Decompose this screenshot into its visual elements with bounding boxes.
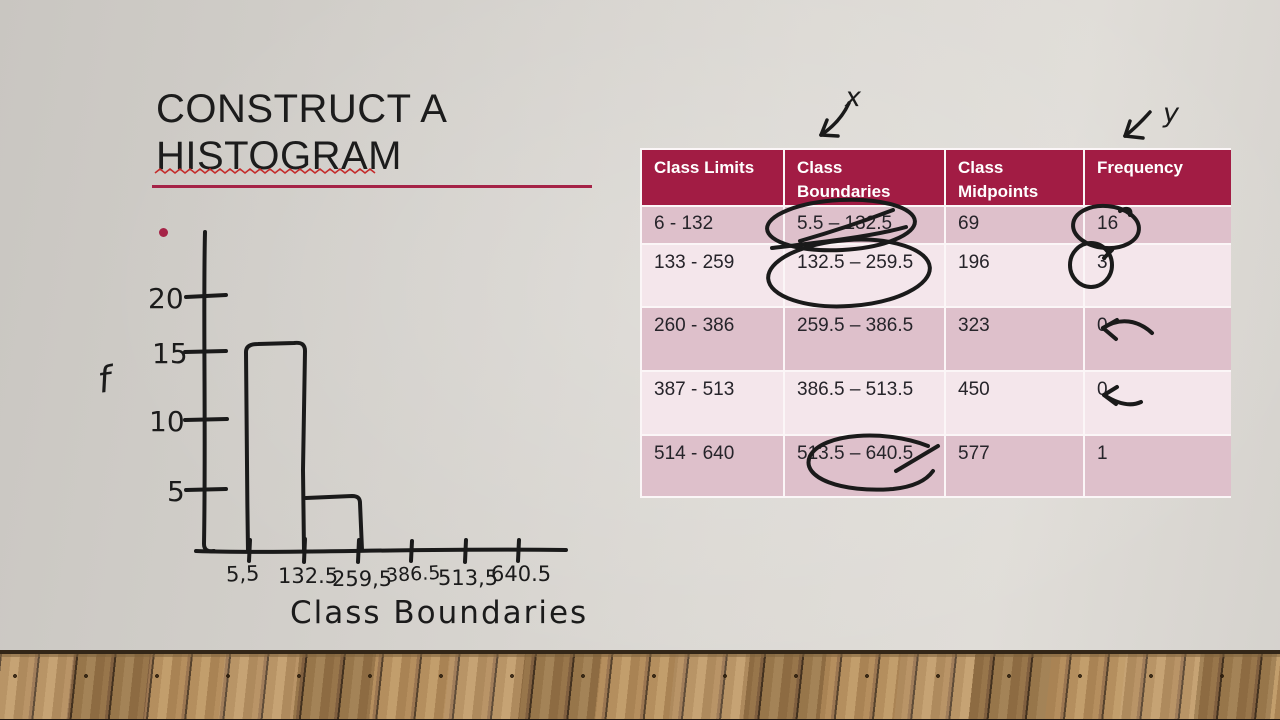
column-header-frequency: Frequency xyxy=(1085,150,1231,205)
x-tick-label-6: 640.5 xyxy=(491,562,551,586)
table-cell: 260 - 386 xyxy=(642,308,783,370)
x-tick-6 xyxy=(516,538,521,563)
ink-slash-row5 xyxy=(894,444,940,473)
handwritten-x-mark: x xyxy=(844,82,862,113)
table-cell: 6 - 132 xyxy=(642,207,783,243)
circle-annotation-frequency-3 xyxy=(1068,241,1114,289)
x-tick-label-1: 5,5 xyxy=(226,561,260,586)
table-cell: 196 xyxy=(946,245,1083,306)
y-tick-label-5: 5 xyxy=(167,475,185,508)
x-tick-label-4: 386.5 xyxy=(385,562,440,587)
arrowhead-y-b xyxy=(1123,119,1132,138)
x-tick-3 xyxy=(356,538,361,564)
column-header-class-limits: Class Limits xyxy=(642,150,783,205)
bar-frequency-16 xyxy=(244,340,307,553)
table-cell: 132.5 – 259.5 xyxy=(785,245,944,306)
title-line-1: CONSTRUCT A xyxy=(156,87,448,131)
bar-frequency-3 xyxy=(304,494,364,552)
column-header-class-boundaries: Class Boundaries xyxy=(785,150,944,205)
arrowhead-x-b xyxy=(819,118,829,137)
y-tick-20 xyxy=(184,293,228,299)
table-cell: 513.5 – 640.5 xyxy=(785,436,944,496)
histogram-axes xyxy=(183,230,568,564)
handwritten-y-mark: y xyxy=(1162,98,1180,129)
open-circle-annotation-boundaries-row5 xyxy=(806,433,935,492)
arrowhead-row3-a xyxy=(1101,318,1119,330)
y-tick-label-15: 15 xyxy=(152,337,188,370)
arrowhead-y-a xyxy=(1123,134,1145,140)
circle-annotation-boundaries-row1 xyxy=(765,197,917,253)
ink-caret-3 xyxy=(1102,248,1114,260)
x-axis-label: Class Boundaries xyxy=(290,595,588,631)
y-tick-5 xyxy=(184,487,228,492)
table-cell: 577 xyxy=(946,436,1083,496)
y-tick-label-20: 20 xyxy=(148,282,184,315)
table-cell: 69 xyxy=(946,207,1083,243)
x-tick-label-3: 259,5 xyxy=(332,567,392,591)
x-tick-5 xyxy=(463,538,468,564)
table-cell: 16 xyxy=(1085,207,1231,243)
x-tick-4 xyxy=(409,539,414,563)
table-cell: 450 xyxy=(946,372,1083,434)
y-tick-15 xyxy=(183,349,228,354)
arrowhead-row4-a xyxy=(1102,385,1119,397)
table-cell: 323 xyxy=(946,308,1083,370)
table-cell: 0 xyxy=(1085,372,1231,434)
y-tick-label-10: 10 xyxy=(149,405,185,438)
arrowhead-row3-b xyxy=(1101,326,1118,341)
column-header-class-midpoints: Class Midpoints xyxy=(946,150,1083,205)
ink-tail-16 xyxy=(1118,206,1133,217)
arrowhead-row4-b xyxy=(1102,393,1118,406)
circle-annotation-boundaries-row2 xyxy=(766,237,932,309)
bullet-point xyxy=(159,228,168,237)
histogram-labels: f 20 15 10 5 5,5 132.5 259,5 386.5 513,5… xyxy=(95,282,588,631)
table-cell: 514 - 640 xyxy=(642,436,783,496)
spellcheck-squiggle xyxy=(154,167,376,175)
x-tick-label-5: 513,5 xyxy=(438,566,498,590)
table-cell: 386.5 – 513.5 xyxy=(785,372,944,434)
histogram-bars xyxy=(244,340,364,553)
arrow-x-to-boundaries-column xyxy=(819,101,851,137)
x-tick-label-2: 132.5 xyxy=(278,564,338,588)
table-cell: 259.5 – 386.5 xyxy=(785,308,944,370)
table-cell: 1 xyxy=(1085,436,1231,496)
arrowhead-x-a xyxy=(819,133,840,138)
table-cell: 0 xyxy=(1085,308,1231,370)
title-divider-line xyxy=(152,185,592,188)
ink-stroke-diagonal xyxy=(798,208,895,243)
wood-floor xyxy=(0,650,1280,720)
table-cell: 133 - 259 xyxy=(642,245,783,306)
table-cell: 387 - 513 xyxy=(642,372,783,434)
y-tick-10 xyxy=(183,417,229,422)
